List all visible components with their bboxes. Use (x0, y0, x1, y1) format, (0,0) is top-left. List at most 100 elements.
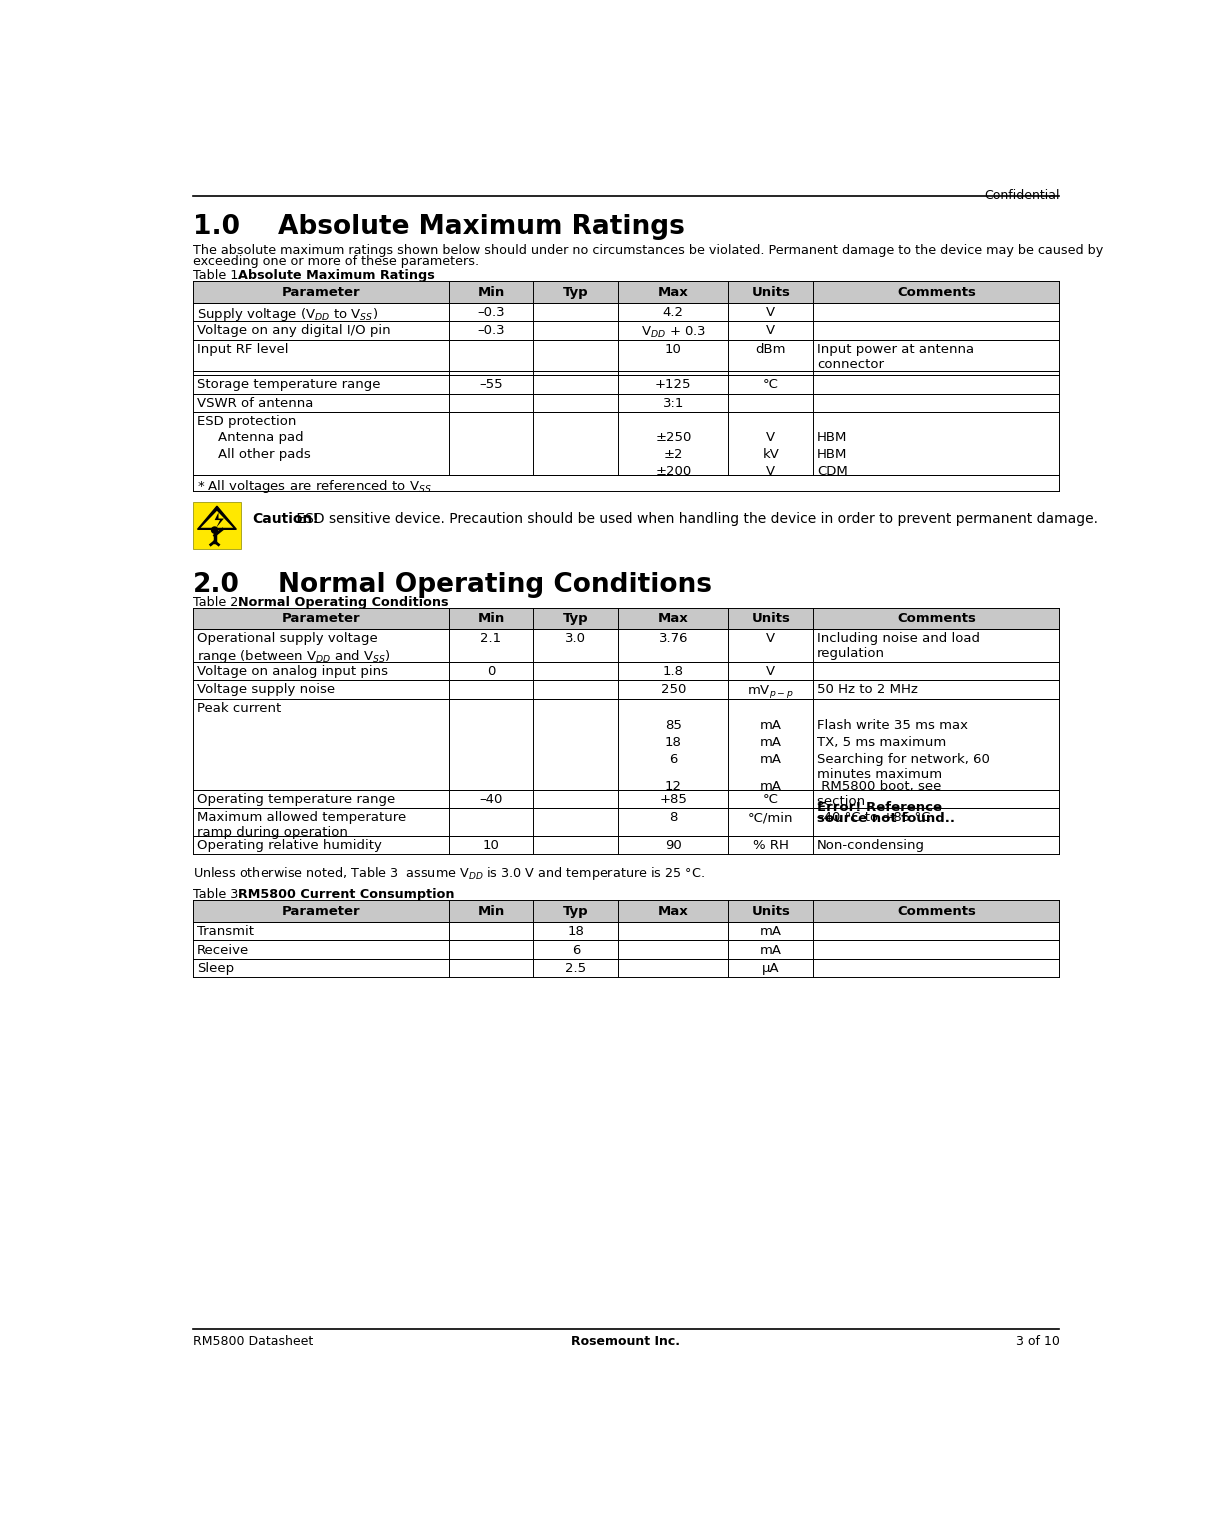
Text: Table 3: Table 3 (193, 887, 238, 901)
Text: V: V (767, 325, 775, 337)
Bar (193, 661, 1060, 680)
Bar (193, 375, 1060, 394)
Text: 50 Hz to 2 MHz: 50 Hz to 2 MHz (817, 683, 918, 696)
Text: Max: Max (658, 904, 689, 918)
Text: Max: Max (658, 285, 689, 299)
Bar (193, 370, 1060, 375)
Text: Typ: Typ (563, 613, 589, 625)
Text: –55: –55 (479, 378, 503, 391)
Text: Typ: Typ (563, 285, 589, 299)
Text: HBM: HBM (817, 448, 847, 461)
Text: RM5800 boot, see
section: RM5800 boot, see section (817, 780, 941, 809)
Text: Input power at antenna
connector: Input power at antenna connector (817, 343, 974, 372)
Bar (193, 303, 1060, 322)
Text: Units: Units (751, 613, 790, 625)
Text: 10: 10 (482, 839, 499, 853)
Text: °C/min: °C/min (748, 812, 794, 824)
Bar (193, 608, 1060, 630)
Text: 18: 18 (568, 925, 585, 938)
Text: Voltage on analog input pins: Voltage on analog input pins (197, 664, 388, 678)
Text: source not found..: source not found.. (817, 812, 955, 825)
Text: Normal Operating Conditions: Normal Operating Conditions (238, 596, 448, 608)
Bar (193, 901, 1060, 922)
Bar (193, 413, 1060, 475)
Text: V: V (767, 664, 775, 678)
Text: 85: 85 (665, 719, 681, 731)
Text: Min: Min (477, 904, 504, 918)
Text: Unless otherwise noted, Table 3  assume V$_{DD}$ is 3.0 V and temperature is 25 : Unless otherwise noted, Table 3 assume V… (193, 865, 705, 881)
Bar (193, 630, 1060, 661)
Bar (193, 809, 1060, 836)
Text: ±250: ±250 (656, 431, 691, 444)
Text: HBM: HBM (817, 431, 847, 444)
Text: Min: Min (477, 285, 504, 299)
Text: Units: Units (751, 285, 790, 299)
Text: °C: °C (763, 378, 779, 391)
Text: mA: mA (759, 925, 781, 938)
Text: ESD sensitive device. Precaution should be used when handling the device in orde: ESD sensitive device. Precaution should … (292, 513, 1098, 526)
Polygon shape (200, 511, 233, 528)
Text: –40 °C to +85 °C: –40 °C to +85 °C (817, 812, 930, 824)
Text: Non-condensing: Non-condensing (817, 839, 926, 853)
Text: °C: °C (763, 793, 779, 806)
Text: mV$_{p-p}$: mV$_{p-p}$ (747, 683, 794, 701)
Text: 90: 90 (665, 839, 681, 853)
Text: μA: μA (762, 962, 780, 975)
Text: kV: kV (762, 448, 779, 461)
Bar (193, 394, 1060, 413)
Text: Including noise and load
regulation: Including noise and load regulation (817, 633, 980, 660)
Text: Comments: Comments (897, 904, 976, 918)
Text: Caution!: Caution! (252, 513, 319, 526)
Text: +125: +125 (656, 378, 691, 391)
Text: Supply voltage (V$_{DD}$ to V$_{SS}$): Supply voltage (V$_{DD}$ to V$_{SS}$) (197, 306, 379, 323)
Bar (193, 322, 1060, 340)
Text: mA: mA (759, 752, 781, 766)
Bar (193, 959, 1060, 977)
Bar (193, 680, 1060, 699)
Text: 10: 10 (665, 343, 681, 356)
Text: 2.1: 2.1 (480, 633, 502, 646)
Text: 3.0: 3.0 (565, 633, 586, 646)
Text: Voltage on any digital I/O pin: Voltage on any digital I/O pin (197, 325, 391, 337)
Bar (193, 789, 1060, 809)
Bar (193, 340, 1060, 370)
Text: Comments: Comments (897, 285, 976, 299)
Text: –0.3: –0.3 (477, 325, 504, 337)
Text: Operating relative humidity: Operating relative humidity (197, 839, 382, 853)
Text: Max: Max (658, 613, 689, 625)
Text: All other pads: All other pads (217, 448, 310, 461)
Text: 3 of 10: 3 of 10 (1016, 1335, 1060, 1347)
Text: 8: 8 (669, 812, 678, 824)
Text: Absolute Maximum Ratings: Absolute Maximum Ratings (278, 214, 685, 240)
Text: Input RF level: Input RF level (197, 343, 288, 356)
Text: 250: 250 (661, 683, 686, 696)
Text: Parameter: Parameter (281, 613, 360, 625)
Text: Maximum allowed temperature
ramp during operation: Maximum allowed temperature ramp during … (197, 812, 407, 839)
Text: mA: mA (759, 944, 781, 957)
Text: Normal Operating Conditions: Normal Operating Conditions (278, 572, 712, 598)
Text: Antenna pad: Antenna pad (217, 431, 303, 444)
Text: exceeding one or more of these parameters.: exceeding one or more of these parameter… (193, 255, 479, 269)
Text: Min: Min (477, 613, 504, 625)
Text: 1.8: 1.8 (663, 664, 684, 678)
Text: V: V (767, 306, 775, 319)
Text: V$_{DD}$ + 0.3: V$_{DD}$ + 0.3 (641, 325, 706, 340)
Text: % RH: % RH (753, 839, 789, 853)
Text: Operating temperature range: Operating temperature range (197, 793, 396, 806)
Text: +85: +85 (659, 793, 687, 806)
Text: 6: 6 (669, 752, 678, 766)
Text: Error! Reference: Error! Reference (817, 801, 943, 815)
Bar (193, 281, 1060, 303)
Text: ±200: ±200 (656, 464, 691, 478)
Text: RM5800 Datasheet: RM5800 Datasheet (193, 1335, 313, 1347)
Text: –40: –40 (480, 793, 503, 806)
Text: Searching for network, 60
minutes maximum: Searching for network, 60 minutes maximu… (817, 752, 990, 781)
Text: ±2: ±2 (664, 448, 683, 461)
Text: mA: mA (759, 719, 781, 731)
Text: mA: mA (759, 736, 781, 749)
Text: 3:1: 3:1 (663, 397, 684, 410)
Text: Peak current: Peak current (197, 702, 281, 715)
Text: Absolute Maximum Ratings: Absolute Maximum Ratings (238, 269, 435, 282)
Text: Receive: Receive (197, 944, 249, 957)
Text: –0.3: –0.3 (477, 306, 504, 319)
